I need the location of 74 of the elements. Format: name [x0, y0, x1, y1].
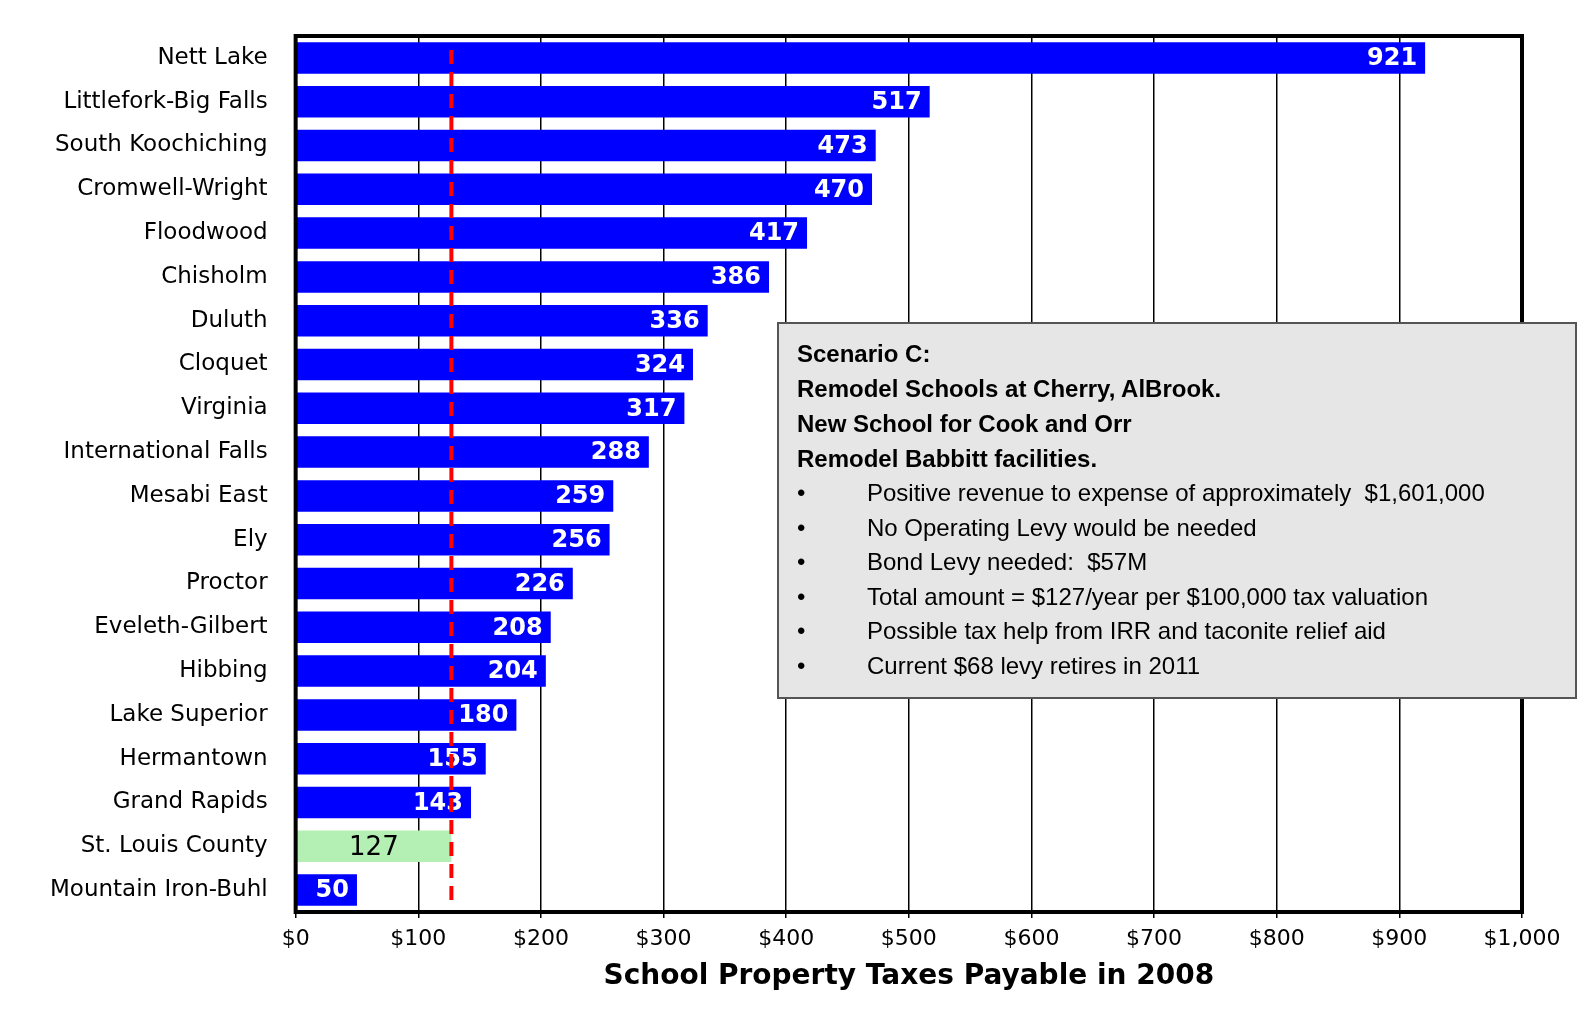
- bar: [296, 42, 1426, 74]
- y-tick-label: Cloquet: [178, 349, 268, 376]
- y-tick-label: Nett Lake: [157, 42, 268, 69]
- bar: [296, 523, 610, 556]
- bar: [296, 348, 693, 381]
- data-label: 204: [487, 656, 538, 685]
- x-tick-label: $900: [1371, 924, 1428, 950]
- data-label: 317: [626, 393, 677, 422]
- data-label: 256: [551, 524, 602, 553]
- bar: [296, 567, 573, 600]
- data-label: 473: [817, 130, 868, 159]
- x-tick-label: $400: [758, 924, 815, 950]
- y-tick-label: Proctor: [185, 568, 269, 595]
- x-tick-label: $500: [880, 924, 937, 950]
- x-tick-label: $200: [512, 924, 569, 950]
- data-label: 336: [649, 305, 700, 334]
- x-tick-label: $1,000: [1483, 924, 1561, 950]
- bar: [296, 392, 685, 425]
- data-label: 324: [634, 349, 685, 378]
- data-label: 127: [349, 831, 399, 862]
- y-tick-label: Floodwood: [143, 218, 268, 245]
- y-tick-label: Virginia: [180, 393, 268, 420]
- y-tick-label: Hermantown: [119, 743, 268, 770]
- data-label: 921: [1367, 43, 1418, 72]
- bar: [296, 480, 614, 512]
- y-tick-label: Cromwell-Wright: [77, 174, 268, 201]
- bar: [296, 436, 649, 468]
- data-label: 288: [590, 437, 641, 466]
- bar: [296, 699, 517, 731]
- bar: [296, 129, 876, 162]
- y-tick-label: St. Louis County: [80, 831, 268, 858]
- data-label: 208: [492, 612, 543, 641]
- bar: [296, 304, 708, 337]
- y-tick-label: South Koochiching: [55, 130, 268, 157]
- y-tick-label: Eveleth-Gilbert: [94, 612, 268, 639]
- annotation: • Bond Levy needed: $57M: [797, 547, 1149, 577]
- y-tick-label: Littlefork-Big Falls: [63, 86, 268, 113]
- bar: [296, 611, 551, 644]
- bar: [296, 85, 930, 118]
- annotation: • Total amount = $127/year per $100,000 tax valuation: [797, 581, 1430, 612]
- bar: [296, 655, 546, 687]
- data-label: 143: [412, 787, 464, 816]
- data-label: 50: [315, 875, 349, 904]
- data-label: 517: [871, 86, 922, 115]
- annotation: • No Operating Levy would be needed: [797, 512, 1258, 543]
- x-tick-label: $0: [281, 924, 310, 950]
- y-tick-label: Grand Rapids: [112, 787, 268, 814]
- x-tick-label: $100: [390, 924, 447, 950]
- y-tick-label: International Falls: [63, 437, 268, 464]
- x-tick-label: $700: [1126, 924, 1183, 950]
- data-label: 180: [458, 700, 509, 729]
- x-tick-label: $800: [1248, 924, 1305, 950]
- bar: [296, 217, 808, 249]
- annotation: • Positive revenue to expense of approximately $1,601,000: [797, 478, 1486, 508]
- bar: [296, 261, 770, 293]
- annotation: • Current $68 levy retires in 2011: [797, 650, 1202, 681]
- data-label: 470: [813, 174, 865, 203]
- data-label: 259: [555, 481, 606, 510]
- annotation: Scenario C: Remodel Schools at Cherry, AlBrook. New School for Cook and Orr Remodel Babbitt facilities.: [797, 339, 1223, 474]
- annotation: • Possible tax help from IRR and taconite relief aid: [797, 616, 1387, 646]
- y-tick-label: Hibbing: [179, 656, 268, 683]
- x-tick-label: $600: [1003, 924, 1060, 950]
- y-tick-label: Lake Superior: [109, 699, 269, 726]
- y-tick-label: Mountain Iron-Buhl: [49, 875, 268, 902]
- data-label: 417: [748, 218, 800, 247]
- y-tick-label: Mesabi East: [129, 480, 268, 507]
- data-label: 386: [710, 262, 762, 291]
- data-label: 226: [514, 568, 565, 597]
- bar: [296, 173, 873, 206]
- y-tick-label: Duluth: [190, 305, 268, 332]
- y-tick-label: Chisholm: [161, 261, 268, 288]
- y-tick-label: Ely: [233, 524, 268, 551]
- x-tick-label: $300: [635, 924, 692, 950]
- x-axis-title: School Property Taxes Payable in 2008: [603, 958, 1215, 992]
